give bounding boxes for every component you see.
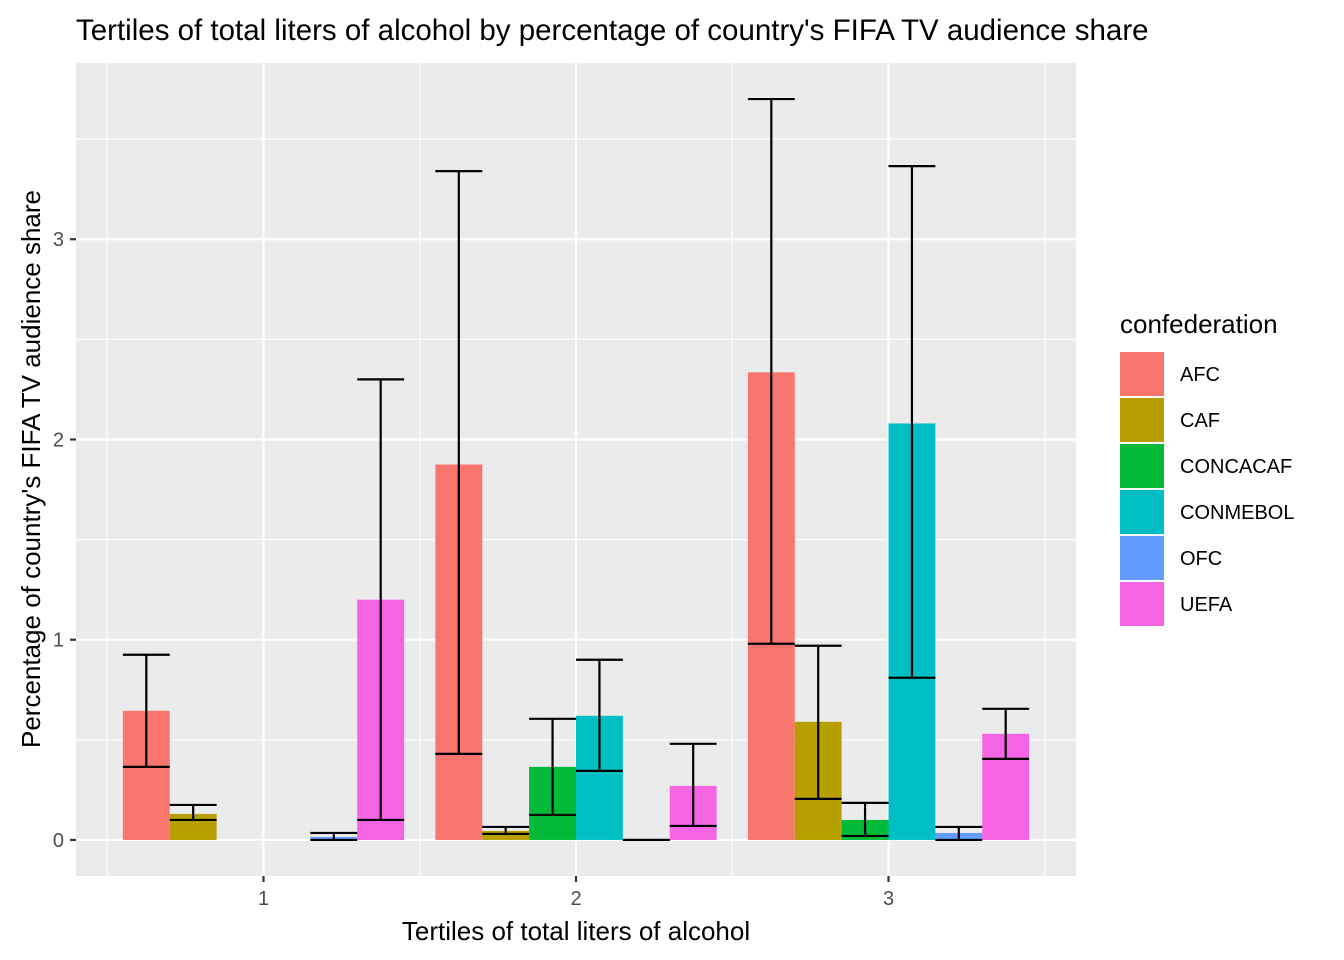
legend-label: AFC — [1180, 364, 1220, 386]
error-bars — [122, 97, 1030, 842]
errorbar-uefa — [669, 742, 717, 828]
legend-key-caf — [1120, 398, 1164, 442]
errorbar-ofc — [935, 825, 983, 842]
legend-key-ofc — [1120, 536, 1164, 580]
legend-key-concacaf — [1120, 444, 1164, 488]
x-tick-label: 3 — [883, 888, 894, 910]
errorbar-caf — [169, 803, 217, 822]
legend-key-uefa — [1120, 582, 1164, 626]
legend-title: confederation — [1120, 309, 1278, 339]
errorbar-concacaf — [841, 801, 889, 838]
errorbar-afc — [122, 653, 170, 768]
errorbar-conmebol — [888, 165, 936, 679]
errorbar-uefa — [982, 707, 1030, 760]
errorbar-ofc — [310, 831, 358, 842]
errorbar-uefa — [357, 378, 405, 822]
errorbar-caf — [794, 644, 842, 801]
x-tick-label: 2 — [570, 888, 581, 910]
errorbar-caf — [482, 825, 530, 836]
chart-title: Tertiles of total liters of alcohol by p… — [76, 14, 1149, 47]
errorbar-conmebol — [576, 658, 623, 772]
y-tick-label: 2 — [53, 429, 64, 451]
bar-caf — [482, 830, 530, 840]
legend-label: CONCACAF — [1180, 456, 1292, 478]
legend-label: CONMEBOL — [1180, 502, 1294, 524]
errorbar-concacaf — [529, 717, 576, 817]
y-tick-label: 0 — [53, 830, 64, 852]
x-axis-label: Tertiles of total liters of alcohol — [402, 916, 750, 946]
y-tick-label: 1 — [53, 630, 64, 652]
legend-label: UEFA — [1180, 594, 1233, 616]
axes: 0 1 2 3 1 2 3 — [53, 229, 894, 910]
y-tick-label: 3 — [53, 229, 64, 251]
legend-key-conmebol — [1120, 490, 1164, 534]
legend: confederation AFC CAF CONCACAF CONMEBOL OFC U… — [1120, 309, 1294, 626]
legend-label: OFC — [1180, 548, 1222, 570]
legend-key-afc — [1120, 352, 1164, 396]
errorbar-afc — [435, 170, 483, 755]
errorbar-afc — [747, 97, 795, 645]
x-tick-label: 1 — [258, 888, 269, 910]
y-axis-label: Percentage of country's FIFA TV audience… — [16, 190, 46, 748]
legend-label: CAF — [1180, 410, 1220, 432]
